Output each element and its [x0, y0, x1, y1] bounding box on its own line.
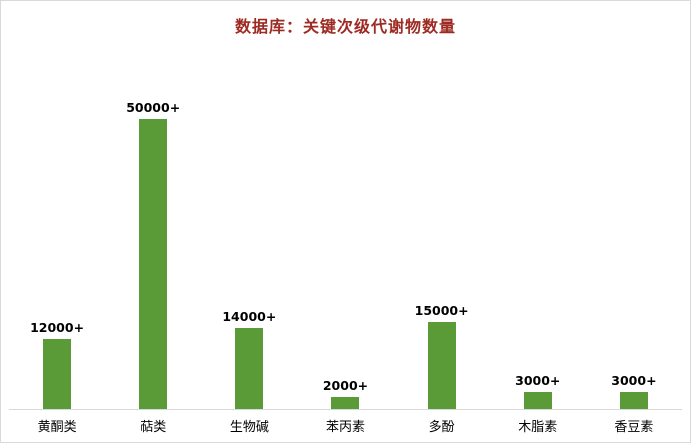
bar — [331, 397, 360, 409]
bar-value-label: 15000+ — [414, 303, 469, 318]
bar-value-label: 3000+ — [515, 373, 561, 388]
bar — [427, 322, 456, 409]
category-label: 萜类 — [140, 420, 167, 435]
bar-value-label: 50000+ — [126, 100, 181, 115]
category-label: 黄酮类 — [37, 420, 77, 435]
x-axis-labels: 黄酮类 萜类 生物碱 苯丙素 多酚 木脂素 香豆素 — [9, 410, 682, 435]
category-label: 木脂素 — [518, 420, 558, 435]
bar-column: 12000+ — [9, 58, 105, 409]
bar-column: 2000+ — [297, 58, 393, 409]
category-label: 生物碱 — [229, 420, 269, 435]
category-label: 香豆素 — [614, 420, 654, 435]
bar-value-label: 12000+ — [30, 320, 85, 335]
bar-value-label: 2000+ — [322, 378, 369, 393]
bar — [139, 119, 168, 409]
bar-value-label: 14000+ — [222, 309, 277, 324]
plot-area: 12000+ 50000+ 14000+ 2000+ 15000+ 3000+ 3000+ — [9, 58, 682, 410]
bar-column: 14000+ — [201, 58, 297, 409]
bar-column: 50000+ — [105, 58, 201, 409]
bar-column: 3000+ — [490, 58, 586, 409]
bar-column: 3000+ — [586, 58, 682, 409]
bar-column: 15000+ — [394, 58, 490, 409]
chart-title: 数据库：关键次级代谢物数量 — [234, 17, 456, 36]
bar — [43, 339, 72, 409]
bar-value-label: 3000+ — [611, 373, 657, 388]
category-label: 多酚 — [428, 420, 455, 435]
bar — [619, 392, 648, 409]
category-label: 苯丙素 — [325, 420, 365, 435]
bar — [235, 328, 264, 409]
bar — [523, 392, 552, 409]
